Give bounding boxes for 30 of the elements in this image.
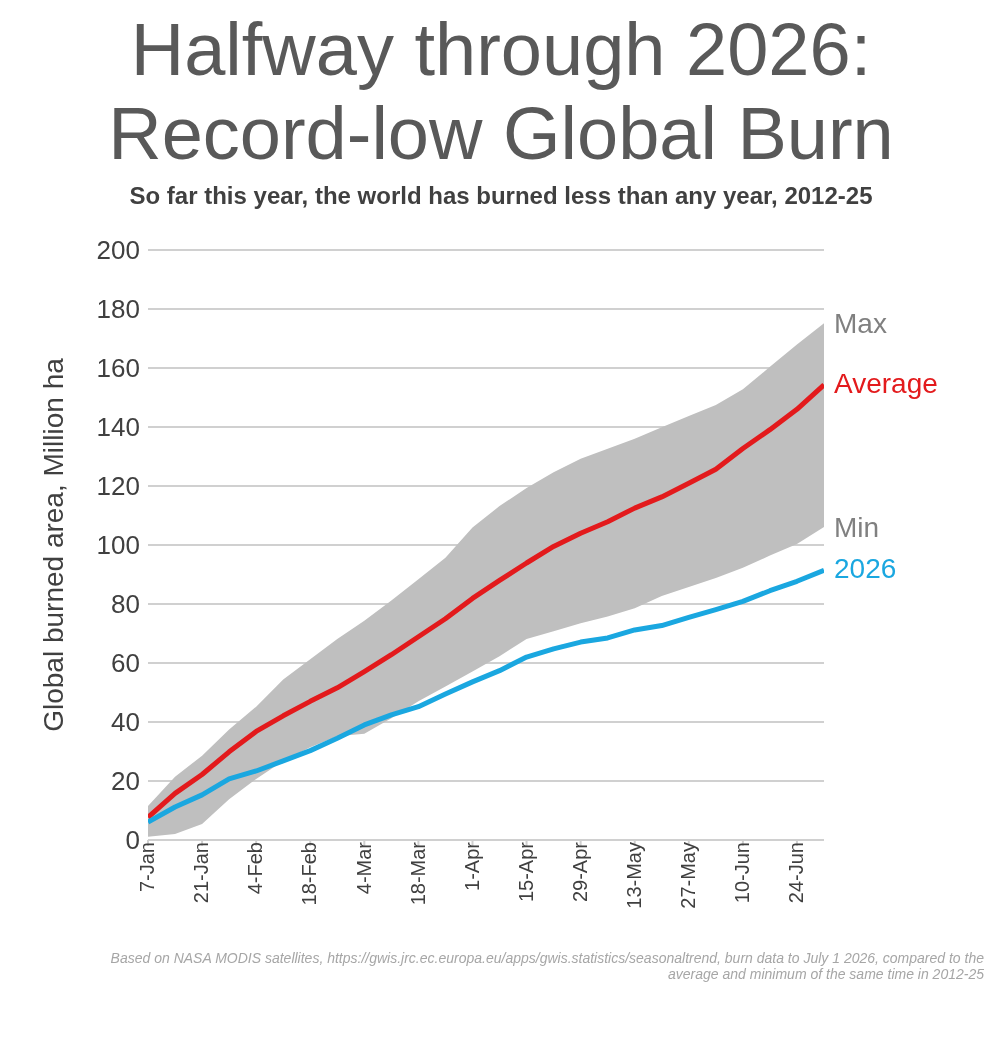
- annotation: Max: [834, 308, 887, 340]
- series-label: 2026: [834, 553, 897, 585]
- y-tick-label: 20: [111, 766, 140, 797]
- series-label: Average: [834, 367, 938, 399]
- x-tick-label: 24-Jun: [785, 842, 808, 904]
- chart-subtitle: So far this year, the world has burned less than any year, 2012-25: [128, 182, 874, 210]
- y-tick-label: 100: [96, 530, 140, 561]
- y-tick-label: 40: [111, 707, 140, 738]
- chart-title: Halfway through 2026: Record-low Global Burn: [107, 8, 895, 176]
- y-axis-title: Global burned area, Million ha: [37, 357, 69, 732]
- y-tick-label: 60: [111, 648, 140, 679]
- x-tick-label: 15-Apr: [514, 841, 537, 903]
- x-tick-label: 27-May: [677, 842, 699, 909]
- text: Based on NASA MODIS satellites, https://gwis.jrc.ec.europa.eu/apps/gwis.statistics/seasonaltrend, burn data to July 1 2026, compared to the average and minimum of the same time in 2012-25: [109, 950, 985, 982]
- x-tick-label: 10-Jun: [731, 842, 754, 904]
- x-tick-label: 29-Apr: [568, 841, 591, 903]
- x-tick-label: 21-Jan: [190, 842, 213, 904]
- x-tick-label: 1-Apr: [460, 841, 483, 891]
- annotation: Min: [834, 511, 880, 543]
- x-tick-label: 18-Feb: [298, 842, 321, 906]
- y-tick-label: 180: [96, 294, 140, 325]
- x-tick-label: 18-Mar: [406, 841, 429, 906]
- y-tick-label: 80: [111, 589, 140, 620]
- x-tick-label: 4-Feb: [244, 842, 267, 895]
- y-tick-label: 200: [96, 235, 140, 266]
- y-tick-label: 140: [96, 412, 140, 443]
- y-tick-label: 120: [96, 471, 140, 502]
- x-tick-label: 13-May: [622, 842, 645, 909]
- x-tick-label: 4-Mar: [352, 841, 375, 895]
- y-tick-label: 160: [96, 353, 140, 384]
